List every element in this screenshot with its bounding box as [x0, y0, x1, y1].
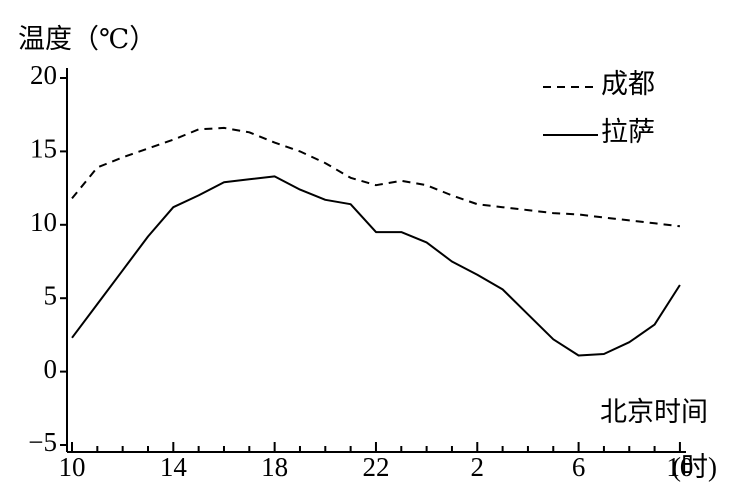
- x-axis-unit: (时): [672, 452, 717, 482]
- y-tick-label: 20: [30, 60, 57, 90]
- legend-label: 成都: [601, 69, 655, 99]
- legend-label: 拉萨: [601, 117, 655, 147]
- x-tick-label: 6: [572, 452, 586, 482]
- x-tick-label: 10: [59, 452, 86, 482]
- y-axis-label: 温度（℃）: [18, 24, 156, 54]
- x-tick-label: 2: [471, 452, 485, 482]
- line-series: [71, 126, 681, 228]
- x-axis-label: 北京时间: [600, 397, 708, 427]
- x-tick-label: 14: [160, 452, 188, 482]
- x-tick-label: 10: [666, 452, 693, 482]
- y-tick-label: 15: [30, 134, 57, 164]
- x-tick-label: 22: [362, 452, 389, 482]
- y-tick-label: −5: [28, 427, 57, 457]
- y-tick-label: 0: [44, 354, 58, 384]
- y-tick-label: 10: [30, 207, 57, 237]
- line-series: [71, 175, 681, 357]
- x-tick-label: 18: [261, 452, 288, 482]
- y-tick-label: 5: [44, 280, 58, 310]
